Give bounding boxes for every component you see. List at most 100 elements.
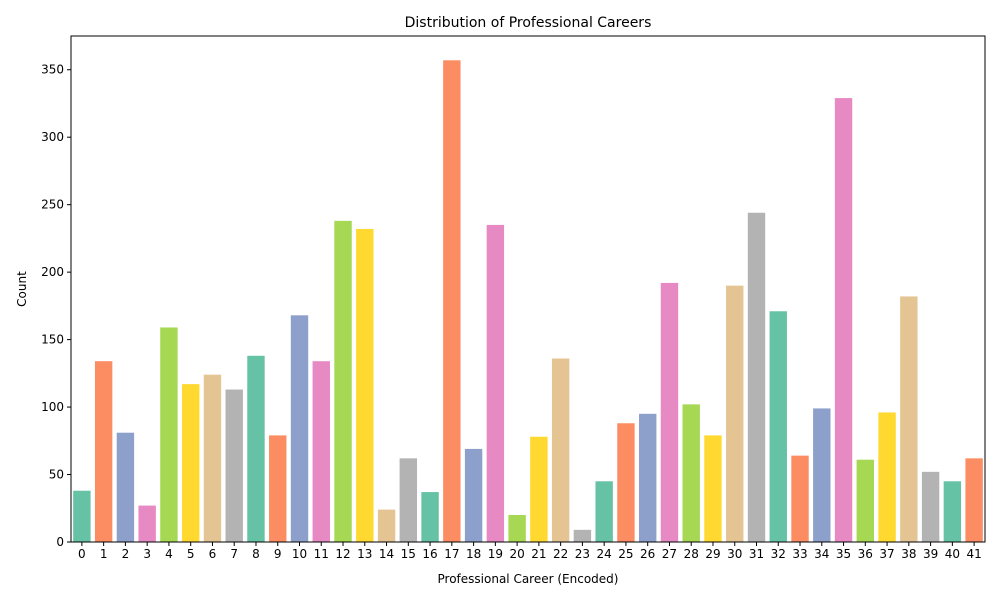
bar-14	[377, 509, 396, 542]
x-tick-label-31: 31	[749, 547, 764, 561]
x-axis-label: Professional Career (Encoded)	[438, 572, 619, 586]
bar-2	[116, 432, 135, 542]
plot-frame	[70, 35, 986, 543]
y-tick-label-0: 0	[56, 535, 64, 549]
y-tick-label-150: 150	[41, 333, 64, 347]
bar-40	[943, 481, 962, 542]
y-axis: 0 50 100 150 200 250 300 350	[41, 63, 71, 549]
y-tick-label-50: 50	[49, 468, 64, 482]
x-tick-label-27: 27	[662, 547, 677, 561]
y-axis-label: Count	[15, 271, 29, 307]
x-tick-label-6: 6	[209, 547, 217, 561]
bar-3	[138, 505, 156, 542]
y-tick-label-100: 100	[41, 400, 64, 414]
bar-9	[269, 435, 287, 542]
x-tick-label-4: 4	[165, 547, 173, 561]
bar-34	[813, 408, 831, 542]
bar-17	[443, 60, 461, 542]
bar-30	[726, 285, 744, 542]
x-tick-label-11: 11	[314, 547, 329, 561]
bar-13	[356, 228, 374, 542]
x-tick-label-25: 25	[618, 547, 633, 561]
x-tick-label-36: 36	[858, 547, 873, 561]
bar-18	[464, 448, 483, 542]
x-tick-label-23: 23	[575, 547, 590, 561]
x-axis: 0 1 2 3 4 5 6 7 8 9 10 11 12 13 14 15 16 17 18 19 20 21 22 23 24…	[78, 542, 982, 561]
bar-37	[878, 412, 896, 542]
bar-19	[486, 224, 505, 542]
bar-15	[399, 458, 418, 542]
x-tick-label-15: 15	[401, 547, 416, 561]
bar-28	[682, 404, 700, 542]
bar-38	[900, 296, 918, 542]
x-tick-label-9: 9	[274, 547, 282, 561]
x-tick-label-20: 20	[509, 547, 524, 561]
x-tick-label-14: 14	[379, 547, 394, 561]
bar-26	[638, 413, 657, 542]
bar-39	[921, 471, 940, 542]
x-tick-label-37: 37	[879, 547, 894, 561]
x-tick-label-34: 34	[814, 547, 829, 561]
x-tick-label-19: 19	[488, 547, 503, 561]
bar-4	[160, 327, 178, 542]
bar-6	[203, 374, 222, 542]
bar-0	[73, 490, 91, 542]
x-tick-label-35: 35	[836, 547, 851, 561]
bar-10	[290, 315, 309, 542]
x-tick-label-21: 21	[531, 547, 546, 561]
bar-11	[312, 361, 330, 542]
bar-12	[334, 220, 352, 543]
bar-16	[421, 492, 439, 542]
x-tick-label-16: 16	[422, 547, 437, 561]
x-tick-label-30: 30	[727, 547, 742, 561]
x-tick-label-41: 41	[966, 547, 981, 561]
x-tick-label-18: 18	[466, 547, 481, 561]
bar-1	[94, 361, 113, 542]
x-tick-label-39: 39	[923, 547, 938, 561]
bar-41	[965, 458, 983, 542]
bar-35	[834, 98, 853, 542]
x-tick-label-8: 8	[252, 547, 260, 561]
x-tick-label-32: 32	[771, 547, 786, 561]
bar-21	[530, 436, 548, 542]
y-tick-label-350: 350	[41, 63, 64, 77]
x-tick-label-26: 26	[640, 547, 655, 561]
x-tick-label-1: 1	[100, 547, 108, 561]
x-tick-label-17: 17	[444, 547, 459, 561]
bar-22	[551, 358, 570, 542]
y-tick-label-300: 300	[41, 130, 64, 144]
bar-5	[181, 384, 200, 542]
x-tick-label-3: 3	[143, 547, 151, 561]
x-tick-label-5: 5	[187, 547, 195, 561]
bar-24	[595, 481, 613, 542]
bar-20	[508, 515, 526, 542]
chart-title: Distribution of Professional Careers	[405, 15, 652, 31]
x-tick-label-24: 24	[597, 547, 612, 561]
x-tick-label-40: 40	[945, 547, 960, 561]
y-tick-label-250: 250	[41, 198, 64, 212]
x-tick-label-7: 7	[230, 547, 238, 561]
bar-29	[704, 435, 722, 542]
bar-27	[660, 282, 679, 542]
bar-23	[573, 529, 592, 542]
x-tick-label-10: 10	[292, 547, 307, 561]
x-tick-label-0: 0	[78, 547, 86, 561]
x-tick-label-38: 38	[901, 547, 916, 561]
y-tick-label-200: 200	[41, 265, 64, 279]
bar-31	[747, 212, 766, 542]
bar-7	[225, 389, 243, 542]
bar-32	[769, 311, 787, 542]
x-tick-label-33: 33	[792, 547, 807, 561]
x-tick-label-2: 2	[122, 547, 130, 561]
bar-33	[791, 455, 809, 542]
bar-25	[617, 423, 635, 542]
bars-group	[73, 60, 983, 543]
x-tick-label-28: 28	[684, 547, 699, 561]
x-tick-label-29: 29	[705, 547, 720, 561]
x-tick-label-22: 22	[553, 547, 568, 561]
bar-36	[856, 459, 875, 542]
x-tick-label-12: 12	[335, 547, 350, 561]
bar-8	[247, 355, 265, 542]
x-tick-label-13: 13	[357, 547, 372, 561]
